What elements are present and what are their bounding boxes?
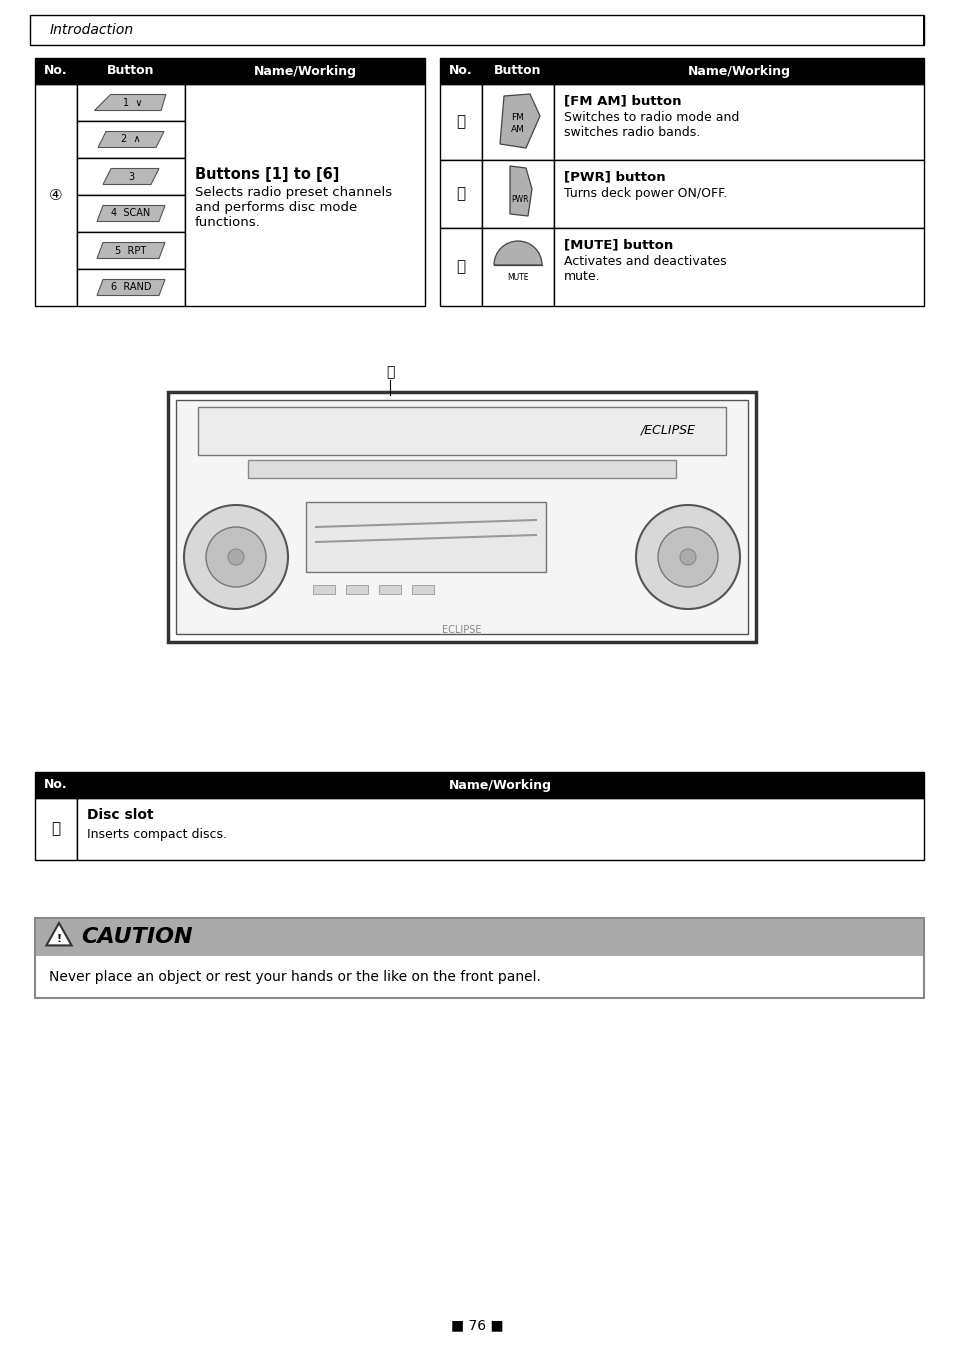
Bar xyxy=(313,585,335,594)
Text: Name/Working: Name/Working xyxy=(449,779,552,791)
Text: No.: No. xyxy=(44,779,68,791)
Wedge shape xyxy=(494,241,541,265)
Text: Button: Button xyxy=(494,65,541,77)
Bar xyxy=(439,58,923,84)
Text: ④: ④ xyxy=(50,188,63,203)
Polygon shape xyxy=(97,206,165,222)
Bar xyxy=(481,160,554,228)
Polygon shape xyxy=(499,95,539,147)
Bar xyxy=(198,407,725,456)
Text: AM: AM xyxy=(511,126,524,134)
Text: ⑮: ⑮ xyxy=(456,187,465,201)
Text: ⑭: ⑭ xyxy=(456,115,465,130)
Text: CAUTION: CAUTION xyxy=(81,927,193,946)
Bar xyxy=(306,502,545,572)
Text: Button: Button xyxy=(107,65,154,77)
Text: Buttons [1] to [6]: Buttons [1] to [6] xyxy=(194,168,339,183)
Text: Selects radio preset channels
and performs disc mode
functions.: Selects radio preset channels and perfor… xyxy=(194,187,392,228)
Bar xyxy=(378,585,400,594)
Bar xyxy=(168,392,755,642)
Circle shape xyxy=(228,549,244,565)
Circle shape xyxy=(206,527,266,587)
Text: Name/Working: Name/Working xyxy=(687,65,790,77)
Polygon shape xyxy=(94,95,166,111)
Text: 4  SCAN: 4 SCAN xyxy=(112,208,151,219)
Text: No.: No. xyxy=(449,65,473,77)
Text: Disc slot: Disc slot xyxy=(87,808,153,822)
Bar xyxy=(77,798,923,860)
Text: No.: No. xyxy=(44,65,68,77)
Bar xyxy=(554,228,923,306)
Bar xyxy=(481,228,554,306)
Bar xyxy=(554,84,923,160)
Polygon shape xyxy=(97,280,165,296)
Polygon shape xyxy=(47,923,71,945)
Bar xyxy=(77,84,185,120)
Text: Activates and deactivates
mute.: Activates and deactivates mute. xyxy=(563,256,726,283)
Text: ECLIPSE: ECLIPSE xyxy=(442,625,481,635)
Text: ⑯: ⑯ xyxy=(456,260,465,274)
Text: Name/Working: Name/Working xyxy=(253,65,356,77)
Text: [PWR] button: [PWR] button xyxy=(563,170,665,183)
Text: ■ 76 ■: ■ 76 ■ xyxy=(450,1318,503,1332)
Polygon shape xyxy=(510,166,532,216)
Bar xyxy=(175,400,747,634)
Bar xyxy=(185,84,424,306)
Text: FM: FM xyxy=(511,114,524,123)
Text: 6  RAND: 6 RAND xyxy=(111,283,152,292)
Bar xyxy=(481,84,554,160)
Text: Introdaction: Introdaction xyxy=(50,23,134,37)
Text: 3: 3 xyxy=(128,172,134,181)
Bar xyxy=(36,919,923,956)
Text: Inserts compact discs.: Inserts compact discs. xyxy=(87,827,227,841)
Bar xyxy=(30,15,923,45)
Bar xyxy=(35,58,424,84)
Circle shape xyxy=(636,506,740,608)
Text: MUTE: MUTE xyxy=(507,273,528,281)
Bar xyxy=(346,585,368,594)
Polygon shape xyxy=(98,131,164,147)
Text: Never place an object or rest your hands or the like on the front panel.: Never place an object or rest your hands… xyxy=(49,969,540,984)
Bar xyxy=(77,195,185,233)
Text: /ECLIPSE: /ECLIPSE xyxy=(640,423,695,437)
Text: 5  RPT: 5 RPT xyxy=(115,246,147,256)
Text: !: ! xyxy=(56,934,62,944)
Bar xyxy=(35,84,77,306)
Bar xyxy=(77,158,185,195)
Bar xyxy=(77,269,185,306)
Bar xyxy=(35,772,923,798)
Bar xyxy=(35,798,77,860)
Bar xyxy=(439,84,481,160)
Circle shape xyxy=(184,506,288,608)
Text: 1  ∨: 1 ∨ xyxy=(123,97,143,108)
Text: ⑱: ⑱ xyxy=(51,822,60,837)
Text: 2  ∧: 2 ∧ xyxy=(121,134,141,145)
Text: PWR: PWR xyxy=(511,196,528,204)
Bar xyxy=(439,228,481,306)
Bar xyxy=(77,120,185,158)
Bar xyxy=(554,160,923,228)
Text: [FM AM] button: [FM AM] button xyxy=(563,95,680,107)
Circle shape xyxy=(679,549,696,565)
Text: Turns deck power ON/OFF.: Turns deck power ON/OFF. xyxy=(563,187,726,200)
Bar xyxy=(439,160,481,228)
Polygon shape xyxy=(97,242,165,258)
Text: Switches to radio mode and
switches radio bands.: Switches to radio mode and switches radi… xyxy=(563,111,739,139)
Polygon shape xyxy=(103,169,159,184)
Text: [MUTE] button: [MUTE] button xyxy=(563,238,673,251)
Bar xyxy=(35,918,923,998)
Bar xyxy=(248,460,676,479)
Circle shape xyxy=(658,527,718,587)
Text: ⑱: ⑱ xyxy=(385,365,394,379)
Bar xyxy=(412,585,434,594)
Bar xyxy=(77,233,185,269)
